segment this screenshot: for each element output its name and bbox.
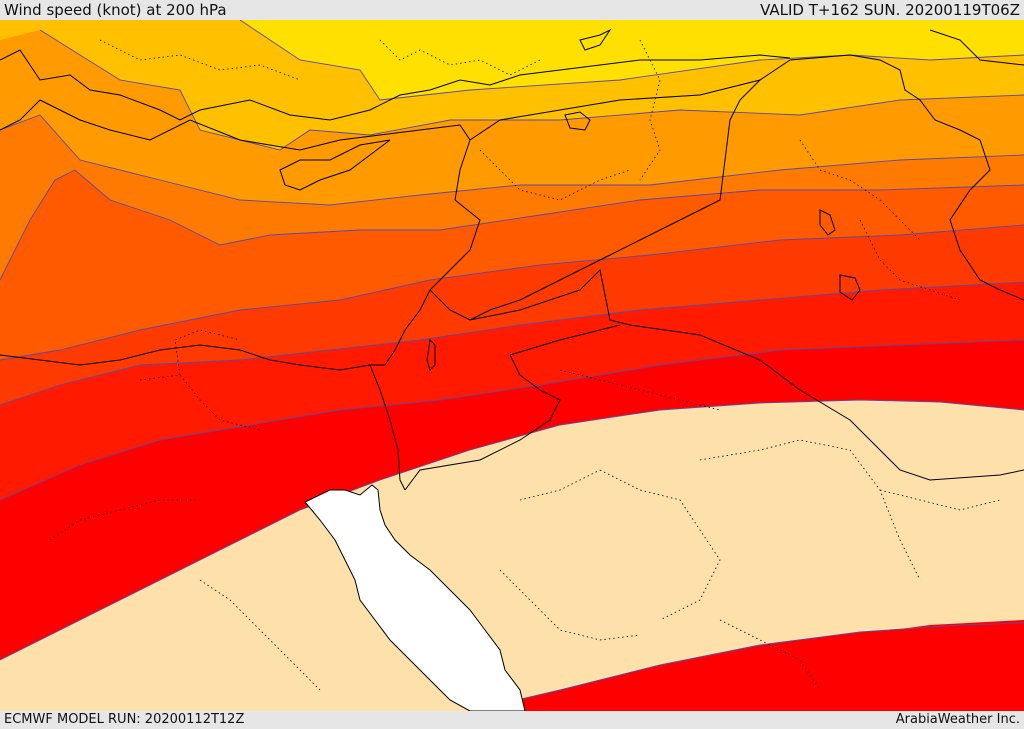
wind-speed-map: [0, 20, 1024, 711]
province-borders: [49, 39, 1001, 691]
country-borders: [0, 28, 1024, 491]
footer-bar: ECMWF MODEL RUN: 20200112T12Z ArabiaWeat…: [0, 711, 1024, 729]
contour-lines: [0, 20, 1024, 711]
header-bar: Wind speed (knot) at 200 hPa VALID T+162…: [0, 0, 1024, 20]
model-run: ECMWF MODEL RUN: 20200112T12Z: [4, 712, 245, 727]
calm-area-south: [0, 400, 1024, 711]
wind-band-8-south: [470, 623, 1024, 711]
credit: ArabiaWeather Inc.: [895, 712, 1020, 727]
valid-time: VALID T+162 SUN. 20200119T06Z: [760, 1, 1020, 19]
map-title: Wind speed (knot) at 200 hPa: [4, 1, 227, 19]
red-sea: [304, 484, 526, 711]
